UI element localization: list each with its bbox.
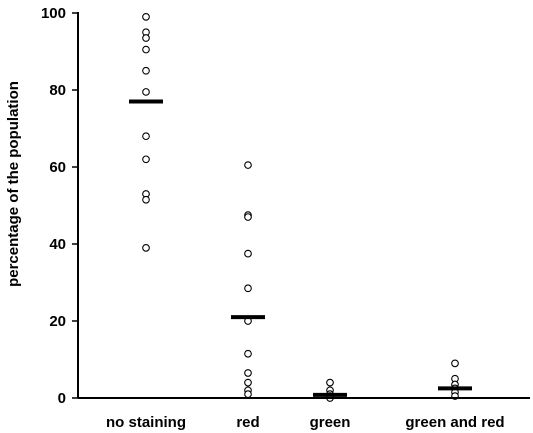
data-point [142,132,150,141]
y-tick-label: 20 [49,313,66,330]
x-axis-labels: no staining red green green and red [106,414,505,431]
data-point [244,249,252,258]
data-point [142,66,150,75]
y-tick-label: 100 [41,5,66,22]
data-point [244,213,252,221]
y-axis-ticks: 0 20 40 60 80 100 [41,5,78,407]
y-tick-label: 60 [49,159,66,176]
data-point [451,359,459,368]
x-category-label: green [310,414,351,431]
data-point [244,378,252,387]
data-point [244,390,252,399]
data-point [142,45,150,54]
y-axis-title: percentage of the population [5,81,22,287]
data-point [142,244,150,252]
x-category-label: no staining [106,414,186,431]
y-tick-label: 80 [49,82,66,99]
data-marks [129,13,472,402]
data-point [142,13,150,21]
data-point [142,88,150,96]
data-point [326,378,334,387]
y-tick-label: 0 [58,390,66,407]
data-point [244,369,252,377]
data-point [142,155,150,164]
data-point [244,161,252,169]
y-tick-label: 40 [49,236,66,253]
data-point [142,34,150,42]
data-point [244,284,252,293]
data-point [142,195,150,204]
x-category-label: green and red [405,414,504,431]
data-point [244,349,252,358]
x-category-label: red [236,414,259,431]
